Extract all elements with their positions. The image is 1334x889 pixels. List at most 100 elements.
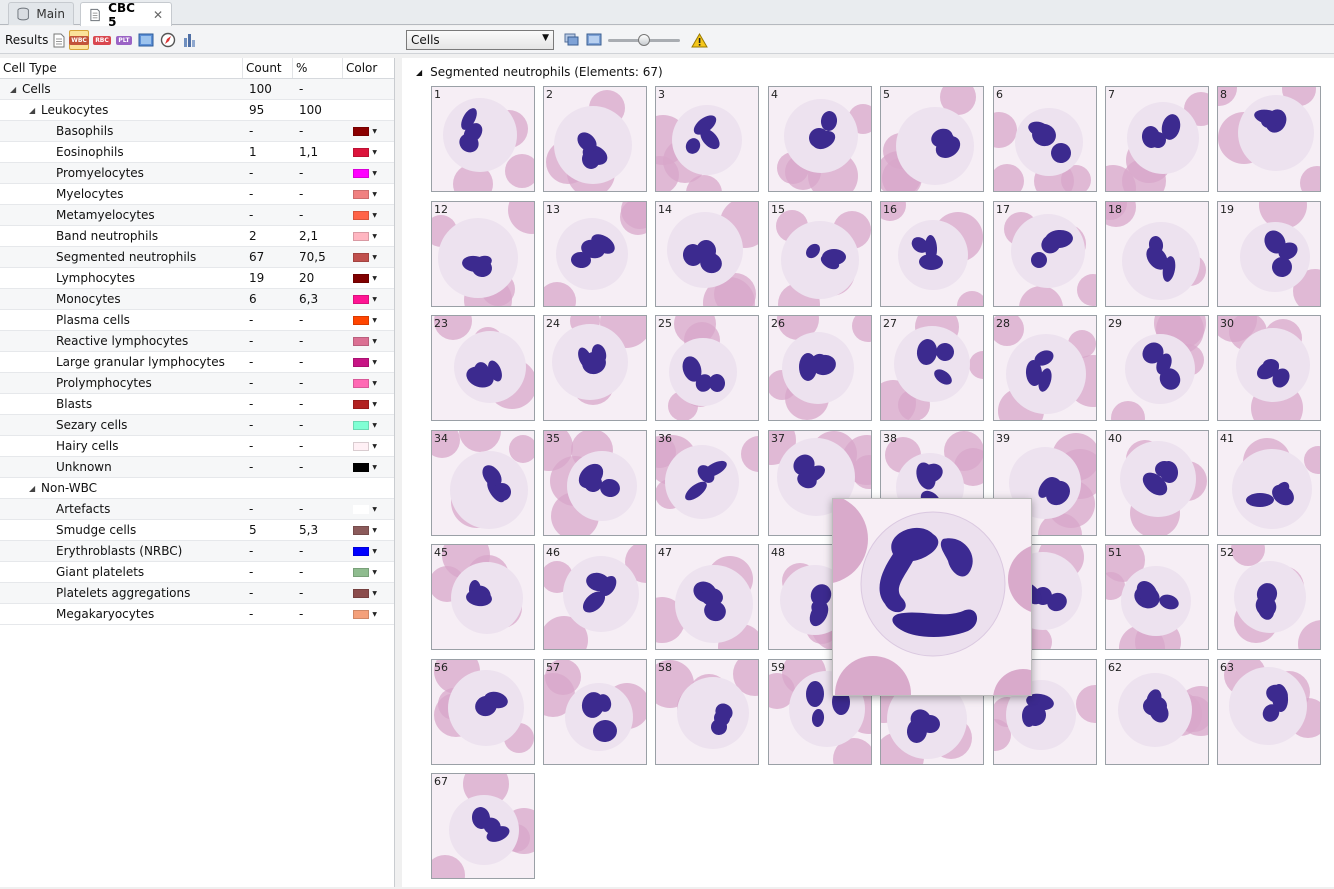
column-header-color[interactable]: Color xyxy=(346,61,378,75)
dropdown-arrow-icon[interactable]: ▼ xyxy=(372,211,377,219)
cell-thumbnail[interactable]: 58 xyxy=(655,659,759,765)
cell-thumbnail[interactable]: 13 xyxy=(543,201,647,307)
color-swatch[interactable] xyxy=(353,147,370,157)
dropdown-arrow-icon[interactable]: ▼ xyxy=(372,127,377,135)
dropdown-arrow-icon[interactable]: ▼ xyxy=(372,295,377,303)
collapse-icon[interactable]: ◢ xyxy=(416,67,423,77)
cell-thumbnail[interactable]: 28 xyxy=(993,315,1097,421)
color-picker[interactable]: ▼ xyxy=(343,525,393,535)
cell-thumbnail[interactable]: 36 xyxy=(655,430,759,536)
compass-button[interactable] xyxy=(158,30,178,50)
cell-thumbnail[interactable]: 29 xyxy=(1105,315,1209,421)
cell-thumbnail[interactable]: 34 xyxy=(431,430,535,536)
table-row[interactable]: Metamyelocytes - - ▼ xyxy=(0,205,394,226)
cell-thumbnail[interactable]: 19 xyxy=(1217,201,1321,307)
table-row[interactable]: Lymphocytes 19 20 ▼ xyxy=(0,268,394,289)
color-picker[interactable]: ▼ xyxy=(343,609,393,619)
cell-thumbnail[interactable]: 4 xyxy=(768,86,872,192)
cell-thumbnail[interactable]: 8 xyxy=(1217,86,1321,192)
color-swatch[interactable] xyxy=(353,567,370,577)
table-row[interactable]: Smudge cells 5 5,3 ▼ xyxy=(0,520,394,541)
table-row[interactable]: ◢ Non-WBC xyxy=(0,478,394,499)
cell-thumbnail[interactable]: 25 xyxy=(655,315,759,421)
color-picker[interactable]: ▼ xyxy=(343,294,393,304)
table-row[interactable]: Plasma cells - - ▼ xyxy=(0,310,394,331)
table-row[interactable]: Blasts - - ▼ xyxy=(0,394,394,415)
tab-main[interactable]: Main xyxy=(8,2,74,25)
cell-thumbnail[interactable]: 35 xyxy=(543,430,647,536)
color-picker[interactable]: ▼ xyxy=(343,336,393,346)
table-row[interactable]: Hairy cells - - ▼ xyxy=(0,436,394,457)
color-picker[interactable]: ▼ xyxy=(343,189,393,199)
cell-thumbnail[interactable]: 57 xyxy=(543,659,647,765)
color-swatch[interactable] xyxy=(353,525,370,535)
close-icon[interactable]: ✕ xyxy=(152,7,163,22)
color-swatch[interactable] xyxy=(353,252,370,262)
color-swatch[interactable] xyxy=(353,336,370,346)
color-swatch[interactable] xyxy=(353,294,370,304)
cell-thumbnail[interactable]: 24 xyxy=(543,315,647,421)
color-swatch[interactable] xyxy=(353,546,370,556)
dropdown-arrow-icon[interactable]: ▼ xyxy=(372,547,377,555)
dropdown-arrow-icon[interactable]: ▼ xyxy=(372,568,377,576)
color-swatch[interactable] xyxy=(353,420,370,430)
cell-thumbnail[interactable]: 45 xyxy=(431,544,535,650)
table-row[interactable]: Myelocytes - - ▼ xyxy=(0,184,394,205)
cell-thumbnail[interactable]: 14 xyxy=(655,201,759,307)
color-picker[interactable]: ▼ xyxy=(343,567,393,577)
table-row[interactable]: Eosinophils 1 1,1 ▼ xyxy=(0,142,394,163)
dropdown-arrow-icon[interactable]: ▼ xyxy=(372,232,377,240)
dropdown-arrow-icon[interactable]: ▼ xyxy=(372,148,377,156)
expand-icon[interactable]: ◢ xyxy=(29,105,36,115)
tab-cbc5[interactable]: CBC 5 ✕ xyxy=(80,1,172,29)
dropdown-arrow-icon[interactable]: ▼ xyxy=(372,316,377,324)
color-picker[interactable]: ▼ xyxy=(343,168,393,178)
chart-button[interactable] xyxy=(180,30,200,50)
cell-thumbnail[interactable]: 40 xyxy=(1105,430,1209,536)
cell-thumbnail[interactable]: 12 xyxy=(431,201,535,307)
cell-thumbnail[interactable]: 7 xyxy=(1105,86,1209,192)
color-picker[interactable]: ▼ xyxy=(343,588,393,598)
expand-icon[interactable]: ◢ xyxy=(29,483,36,493)
table-row[interactable]: Monocytes 6 6,3 ▼ xyxy=(0,289,394,310)
column-header-cell-type[interactable]: Cell Type xyxy=(0,58,243,78)
table-row[interactable]: Erythroblasts (NRBC) - - ▼ xyxy=(0,541,394,562)
cell-thumbnail[interactable]: 16 xyxy=(880,201,984,307)
dropdown-arrow-icon[interactable]: ▼ xyxy=(372,526,377,534)
color-swatch[interactable] xyxy=(353,441,370,451)
color-swatch[interactable] xyxy=(353,273,370,283)
dropdown-arrow-icon[interactable]: ▼ xyxy=(372,442,377,450)
cell-thumbnail[interactable]: 62 xyxy=(1105,659,1209,765)
cell-thumbnail[interactable]: 5 xyxy=(880,86,984,192)
dropdown-arrow-icon[interactable]: ▼ xyxy=(372,274,377,282)
zoom-slider[interactable] xyxy=(608,34,680,46)
cell-thumbnail[interactable]: 41 xyxy=(1217,430,1321,536)
table-row[interactable]: Large granular lymphocytes - - ▼ xyxy=(0,352,394,373)
color-swatch[interactable] xyxy=(353,168,370,178)
color-picker[interactable]: ▼ xyxy=(343,126,393,136)
color-swatch[interactable] xyxy=(353,126,370,136)
table-row[interactable]: Promyelocytes - - ▼ xyxy=(0,163,394,184)
cell-thumbnail[interactable]: 47 xyxy=(655,544,759,650)
color-swatch[interactable] xyxy=(353,462,370,472)
color-picker[interactable]: ▼ xyxy=(343,504,393,514)
color-swatch[interactable] xyxy=(353,609,370,619)
table-row[interactable]: ◢ Cells 100 - xyxy=(0,79,394,100)
color-picker[interactable]: ▼ xyxy=(343,462,393,472)
dropdown-arrow-icon[interactable]: ▼ xyxy=(372,421,377,429)
report-button[interactable] xyxy=(49,30,69,50)
cell-thumbnail[interactable]: 23 xyxy=(431,315,535,421)
cell-thumbnail[interactable]: 67 xyxy=(431,773,535,879)
view-select[interactable]: Cells ▼ xyxy=(406,30,554,50)
table-row[interactable]: Sezary cells - - ▼ xyxy=(0,415,394,436)
color-picker[interactable]: ▼ xyxy=(343,231,393,241)
color-swatch[interactable] xyxy=(353,357,370,367)
table-row[interactable]: Reactive lymphocytes - - ▼ xyxy=(0,331,394,352)
color-swatch[interactable] xyxy=(353,504,370,514)
table-row[interactable]: Segmented neutrophils 67 70,5 ▼ xyxy=(0,247,394,268)
rbc-button[interactable]: RBC xyxy=(92,30,112,50)
cell-thumbnail[interactable]: 27 xyxy=(880,315,984,421)
color-swatch[interactable] xyxy=(353,378,370,388)
color-picker[interactable]: ▼ xyxy=(343,399,393,409)
color-picker[interactable]: ▼ xyxy=(343,273,393,283)
